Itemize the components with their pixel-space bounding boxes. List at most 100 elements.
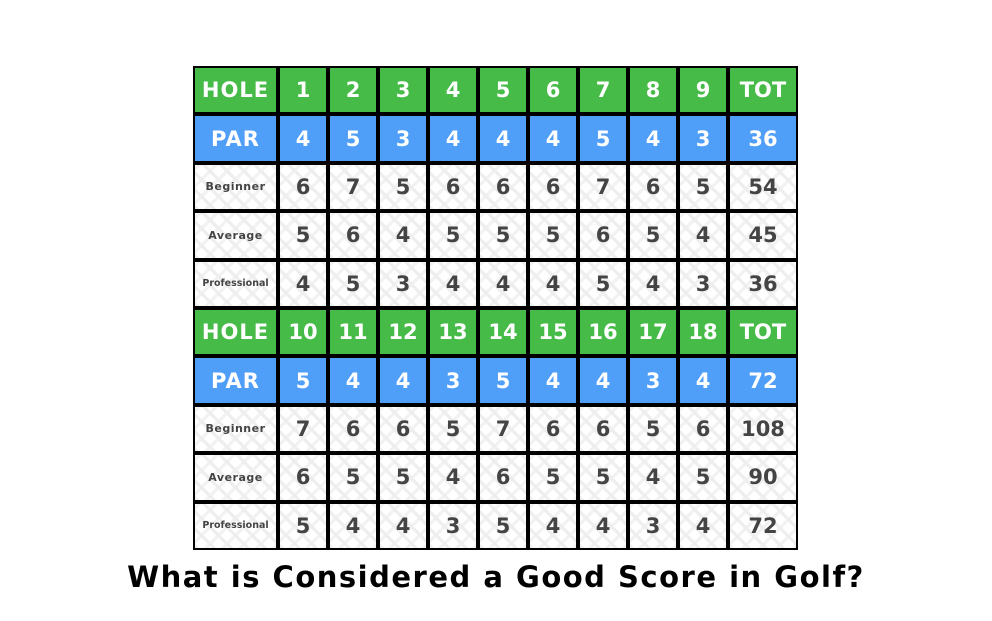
skill-level-label: Average	[193, 211, 278, 260]
score-cell: 5	[528, 453, 578, 502]
hole-cell: 16	[578, 307, 628, 357]
score-cell: 5	[328, 259, 378, 308]
hole-row-label: HOLE	[193, 66, 278, 115]
score-cell: 3	[378, 259, 428, 308]
score-cell: 6	[678, 404, 728, 454]
par-cell: 4	[578, 356, 628, 405]
score-cell: 5	[628, 211, 678, 260]
hole-cell: 12	[378, 307, 428, 357]
par-cell: 4	[278, 114, 328, 163]
par-total-cell: 72	[728, 356, 798, 405]
skill-level-label: Professional	[193, 259, 278, 308]
score-cell: 4	[378, 211, 428, 260]
par-cell: 4	[378, 356, 428, 405]
hole-cell: 14	[478, 307, 528, 357]
score-total-cell: 90	[728, 453, 798, 502]
par-total-cell: 36	[728, 114, 798, 163]
score-cell: 5	[578, 453, 628, 502]
par-row-label: PAR	[193, 114, 278, 163]
score-cell: 4	[628, 259, 678, 308]
golf-scorecard: HOLE 1 2 3 4 5 6 7 8 9 TOT PAR 4 5 3 4 4 4 5 4 3 36 Beginner 6 7…	[193, 66, 798, 550]
skill-level-label: Average	[193, 453, 278, 502]
score-cell: 4	[328, 501, 378, 550]
par-cell: 4	[528, 356, 578, 405]
score-cell: 6	[328, 404, 378, 454]
score-cell: 4	[578, 501, 628, 550]
par-cell: 5	[278, 356, 328, 405]
hole-cell: 8	[628, 66, 678, 115]
score-total-cell: 36	[728, 259, 798, 308]
hole-cell: 13	[428, 307, 478, 357]
par-row-label: PAR	[193, 356, 278, 405]
page-title: What is Considered a Good Score in Golf?	[127, 560, 865, 594]
hole-cell: 5	[478, 66, 528, 115]
hole-cell: 11	[328, 307, 378, 357]
score-cell: 4	[678, 211, 728, 260]
score-cell: 5	[578, 259, 628, 308]
par-cell: 3	[678, 114, 728, 163]
score-total-cell: 72	[728, 501, 798, 550]
score-cell: 3	[678, 259, 728, 308]
hole-cell: 10	[278, 307, 328, 357]
score-cell: 4	[478, 259, 528, 308]
score-cell: 6	[378, 404, 428, 454]
score-cell: 6	[528, 404, 578, 454]
score-cell: 5	[378, 453, 428, 502]
score-cell: 4	[428, 259, 478, 308]
hole-cell: 6	[528, 66, 578, 115]
hole-cell: 2	[328, 66, 378, 115]
score-cell: 4	[378, 501, 428, 550]
score-cell: 4	[528, 259, 578, 308]
score-cell: 4	[428, 453, 478, 502]
hole-cell: 3	[378, 66, 428, 115]
score-cell: 6	[628, 162, 678, 212]
par-cell: 5	[328, 114, 378, 163]
score-cell: 5	[678, 162, 728, 212]
skill-level-label: Professional	[193, 501, 278, 550]
par-cell: 4	[628, 114, 678, 163]
score-cell: 5	[428, 404, 478, 454]
par-cell: 3	[628, 356, 678, 405]
hole-cell: 4	[428, 66, 478, 115]
par-cell: 5	[478, 356, 528, 405]
par-cell: 3	[378, 114, 428, 163]
score-cell: 5	[628, 404, 678, 454]
hole-cell: 7	[578, 66, 628, 115]
score-cell: 7	[278, 404, 328, 454]
score-cell: 7	[328, 162, 378, 212]
hole-cell: 9	[678, 66, 728, 115]
score-cell: 5	[478, 211, 528, 260]
par-cell: 4	[428, 114, 478, 163]
score-cell: 6	[578, 211, 628, 260]
score-cell: 5	[528, 211, 578, 260]
score-cell: 5	[678, 453, 728, 502]
score-cell: 6	[478, 162, 528, 212]
score-cell: 6	[328, 211, 378, 260]
score-cell: 7	[578, 162, 628, 212]
hole-total-cell: TOT	[728, 66, 798, 115]
par-cell: 4	[528, 114, 578, 163]
score-cell: 6	[478, 453, 528, 502]
score-cell: 3	[428, 501, 478, 550]
hole-cell: 1	[278, 66, 328, 115]
score-cell: 4	[278, 259, 328, 308]
par-cell: 4	[678, 356, 728, 405]
score-cell: 6	[578, 404, 628, 454]
score-cell: 7	[478, 404, 528, 454]
score-cell: 6	[428, 162, 478, 212]
hole-cell: 15	[528, 307, 578, 357]
hole-total-cell: TOT	[728, 307, 798, 357]
par-cell: 4	[478, 114, 528, 163]
score-cell: 5	[378, 162, 428, 212]
score-cell: 5	[278, 211, 328, 260]
score-cell: 6	[528, 162, 578, 212]
score-cell: 5	[278, 501, 328, 550]
score-cell: 5	[428, 211, 478, 260]
score-cell: 3	[628, 501, 678, 550]
par-cell: 5	[578, 114, 628, 163]
score-cell: 6	[278, 162, 328, 212]
score-total-cell: 45	[728, 211, 798, 260]
par-cell: 4	[328, 356, 378, 405]
hole-row-label: HOLE	[193, 307, 278, 357]
score-cell: 4	[528, 501, 578, 550]
